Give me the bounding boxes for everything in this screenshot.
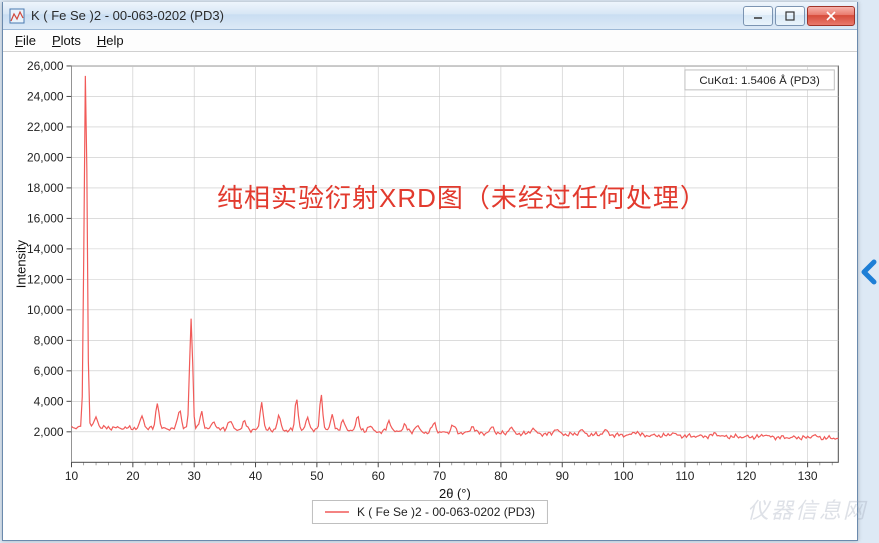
menu-plots[interactable]: Plots [46,31,87,50]
maximize-button[interactable] [775,6,805,26]
svg-text:80: 80 [494,469,508,483]
app-window: K ( Fe Se )2 - 00-063-0202 (PD3) File Pl… [2,2,858,541]
svg-text:26,000: 26,000 [27,59,64,73]
svg-text:100: 100 [614,469,634,483]
svg-text:2,000: 2,000 [34,425,64,439]
menu-help[interactable]: Help [91,31,130,50]
close-button[interactable] [807,6,855,26]
svg-text:2θ (°): 2θ (°) [439,486,471,501]
svg-text:110: 110 [675,469,694,483]
window-controls [743,6,855,26]
svg-text:8,000: 8,000 [34,333,64,347]
svg-text:22,000: 22,000 [27,120,64,134]
svg-text:60: 60 [372,469,386,483]
svg-text:20,000: 20,000 [27,150,64,164]
window-title: K ( Fe Se )2 - 00-063-0202 (PD3) [31,8,743,23]
app-icon [9,8,25,24]
plot-area: 10 20 30 40 50 60 70 80 90 100 110 120 130 2,000 4,000… [9,56,851,534]
svg-text:20: 20 [126,469,140,483]
svg-text:70: 70 [433,469,447,483]
menubar: File Plots Help [3,30,857,52]
svg-text:30: 30 [188,469,202,483]
svg-text:16,000: 16,000 [27,211,64,225]
titlebar[interactable]: K ( Fe Se )2 - 00-063-0202 (PD3) [3,2,857,30]
svg-text:10: 10 [65,469,79,483]
collapse-arrow-icon[interactable] [859,250,879,294]
svg-text:90: 90 [556,469,570,483]
svg-text:12,000: 12,000 [27,272,64,286]
xrd-chart[interactable]: 10 20 30 40 50 60 70 80 90 100 110 120 130 2,000 4,000… [9,56,851,534]
svg-text:CuKα1: 1.5406 Å (PD3): CuKα1: 1.5406 Å (PD3) [699,74,820,87]
svg-text:Intensity: Intensity [14,240,29,289]
svg-text:6,000: 6,000 [34,364,64,378]
legend-swatch-icon [325,507,349,517]
legend: K ( Fe Se )2 - 00-063-0202 (PD3) [312,500,548,524]
svg-text:120: 120 [736,469,756,483]
menu-file[interactable]: File [9,31,42,50]
svg-text:40: 40 [249,469,263,483]
svg-text:18,000: 18,000 [27,181,64,195]
svg-text:50: 50 [310,469,324,483]
legend-label: K ( Fe Se )2 - 00-063-0202 (PD3) [357,505,535,519]
svg-text:24,000: 24,000 [27,89,64,103]
minimize-button[interactable] [743,6,773,26]
svg-text:14,000: 14,000 [27,242,64,256]
svg-text:130: 130 [798,469,818,483]
overlay-annotation: 纯相实验衍射XRD图（未经过任何处理） [217,178,707,215]
svg-text:4,000: 4,000 [34,394,64,408]
svg-text:10,000: 10,000 [27,303,64,317]
